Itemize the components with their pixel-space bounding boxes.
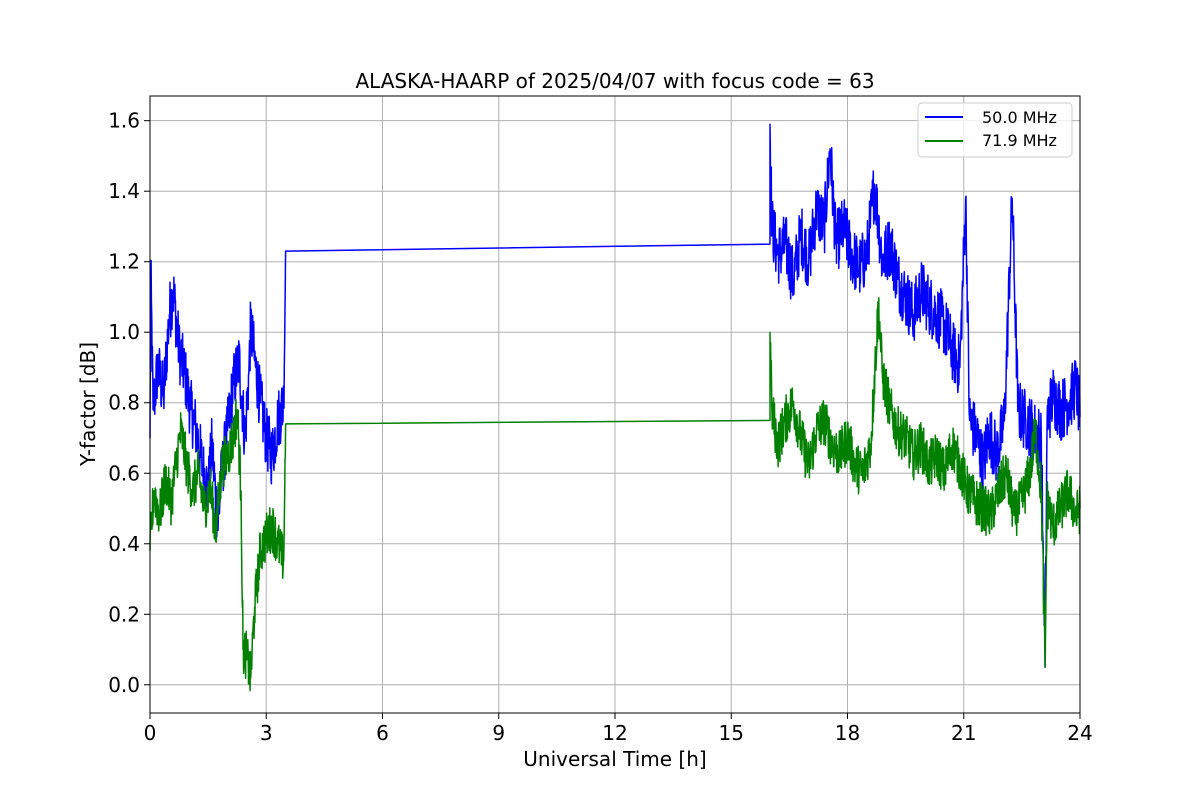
legend: 50.0 MHz 71.9 MHz <box>917 102 1073 158</box>
x-tick-label: 3 <box>260 721 273 745</box>
x-axis-ticks: 0 3 6 9 12 15 18 21 24 <box>144 713 1093 745</box>
y-tick-label: 1.0 <box>108 320 140 344</box>
x-axis-label: Universal Time [h] <box>523 747 706 771</box>
y-tick-label: 0.2 <box>108 602 140 626</box>
y-tick-label: 1.2 <box>108 250 140 274</box>
x-tick-label: 12 <box>602 721 627 745</box>
x-tick-label: 9 <box>492 721 505 745</box>
y-tick-label: 0.0 <box>108 673 140 697</box>
y-tick-label: 1.6 <box>108 109 140 133</box>
y-tick-label: 1.4 <box>108 179 140 203</box>
y-tick-label: 0.4 <box>108 532 140 556</box>
chart-title: ALASKA-HAARP of 2025/04/07 with focus co… <box>355 69 874 93</box>
x-tick-label: 24 <box>1067 721 1092 745</box>
y-axis-label: Y-factor [dB] <box>76 342 100 467</box>
y-axis-ticks: 0.0 0.2 0.4 0.6 0.8 1.0 1.2 1.4 1.6 <box>108 109 150 697</box>
y-tick-label: 0.8 <box>108 391 140 415</box>
x-tick-label: 6 <box>376 721 389 745</box>
series-line-1 <box>149 297 1081 692</box>
series-layer <box>149 123 1081 692</box>
legend-label-71mhz: 71.9 MHz <box>982 131 1057 150</box>
x-tick-label: 0 <box>144 721 157 745</box>
x-tick-label: 15 <box>719 721 744 745</box>
legend-label-50mhz: 50.0 MHz <box>982 108 1057 127</box>
x-tick-label: 21 <box>951 721 976 745</box>
x-tick-label: 18 <box>835 721 860 745</box>
y-tick-label: 0.6 <box>108 461 140 485</box>
